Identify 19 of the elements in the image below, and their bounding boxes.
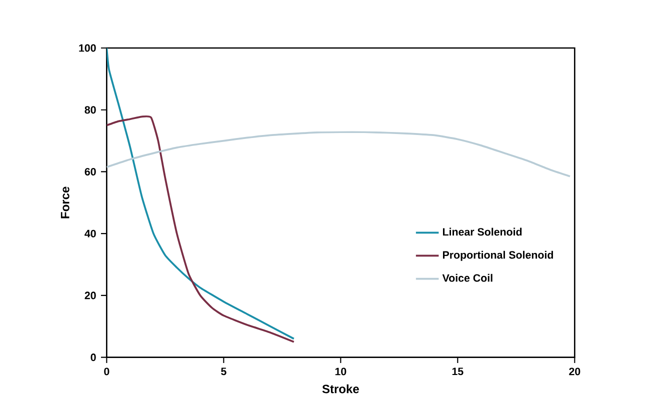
y-tick-label: 60: [84, 168, 96, 176]
legend-label: Voice Coil: [442, 274, 492, 282]
y-tick-label: 80: [84, 106, 96, 114]
x-tick-label: 0: [104, 368, 110, 376]
x-tick-label: 20: [569, 368, 580, 376]
x-tick-label: 5: [221, 368, 226, 376]
line-series: [106, 115, 295, 343]
y-tick-label: 0: [90, 354, 96, 362]
y-tick-label: 40: [84, 230, 96, 238]
legend-label: Linear Solenoid: [443, 228, 522, 236]
x-axis-title: Stroke: [322, 384, 359, 394]
y-axis-title: Force: [60, 186, 70, 218]
y-tick-label: 20: [84, 292, 96, 300]
x-tick-label: 15: [452, 368, 464, 376]
line-series: [106, 131, 571, 178]
x-tick-label: 10: [335, 368, 346, 376]
legend-label: Proportional Solenoid: [443, 250, 553, 261]
line-series: [106, 48, 295, 340]
y-tick-label: 100: [79, 44, 96, 52]
